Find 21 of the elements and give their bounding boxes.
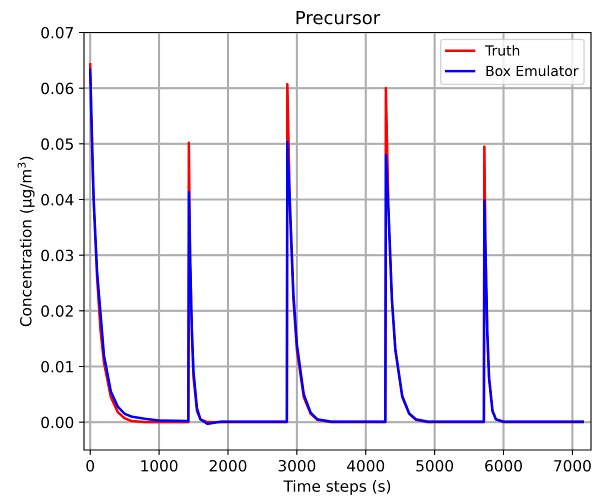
y-tick-label: 0.04 <box>41 194 74 206</box>
y-tick-label: 0.01 <box>41 360 73 373</box>
y-tick-label: 0.00 <box>41 416 74 428</box>
x-tick-label: 3000 <box>278 460 316 472</box>
x-tick-label: 2000 <box>210 460 246 472</box>
legend-label: Truth <box>485 45 520 56</box>
y-tick-label: 0.07 <box>41 26 73 39</box>
chart-title: Precursor <box>296 11 380 24</box>
y-tick-label: 0.05 <box>41 138 73 150</box>
x-tick-label: 1000 <box>141 460 178 472</box>
x-tick-label: 5000 <box>416 460 454 472</box>
x-axis-title: Time steps (s) <box>283 480 390 495</box>
legend-label: Box Emulator <box>486 65 578 76</box>
y-axis-title: Concentration (μg/m$^{3}$) <box>18 156 35 326</box>
x-tick-label: 4000 <box>347 460 384 472</box>
x-tick-label: 6000 <box>485 460 522 472</box>
x-tick-label: 7000 <box>554 460 591 472</box>
y-tick-label: 0.03 <box>41 250 74 262</box>
x-tick-label: 0 <box>86 460 94 472</box>
y-tick-label: 0.06 <box>41 82 74 94</box>
y-tick-label: 0.02 <box>41 305 73 317</box>
